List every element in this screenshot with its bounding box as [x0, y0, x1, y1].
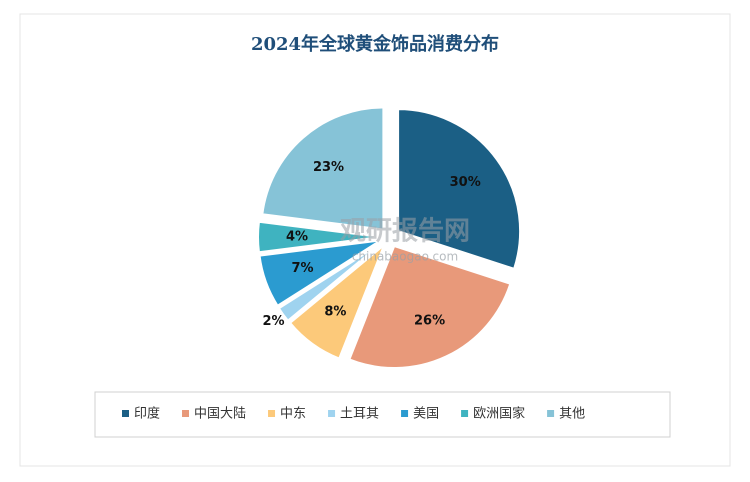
data-label: 30% [450, 175, 481, 190]
data-label: 26% [414, 314, 445, 329]
legend: 印度 中国大陆 中东 土耳其 美国 欧洲国家 其他 [122, 406, 585, 422]
legend-label: 欧洲国家 [473, 406, 525, 422]
legend-swatch [461, 410, 469, 417]
pie-slice [261, 106, 385, 231]
pie-slice [348, 244, 512, 370]
legend-label: 土耳其 [340, 407, 379, 422]
chart-title: 2024年全球黄金饰品消费分布 [251, 33, 499, 55]
pie-slice [288, 244, 386, 360]
legend-box [94, 391, 671, 438]
pie: 30% 26% 8% 2% 7% 4% 23% [257, 106, 522, 370]
data-label: 2% [262, 314, 284, 329]
pie-slice [277, 242, 383, 323]
legend-label: 其他 [559, 407, 585, 422]
legend-label: 印度 [134, 406, 160, 422]
pie-slice [397, 108, 522, 271]
legend-swatch [182, 410, 190, 417]
data-label: 8% [324, 305, 346, 320]
legend-swatch [328, 410, 336, 417]
legend-swatch [547, 410, 555, 417]
pie-slice [258, 239, 382, 308]
legend-swatch [401, 410, 409, 417]
legend-label: 美国 [413, 407, 439, 422]
legend-swatch [268, 410, 276, 417]
watermark: 观研报告网 [340, 216, 470, 247]
watermark-url: chinabaogao.com [352, 250, 458, 264]
data-label: 4% [286, 230, 308, 245]
data-label: 23% [313, 160, 344, 175]
legend-label: 中东 [280, 407, 306, 422]
data-label: 7% [291, 261, 313, 276]
legend-swatch [122, 410, 129, 417]
pie-slice [257, 220, 381, 254]
legend-label: 中国大陆 [194, 406, 246, 422]
card [19, 13, 731, 467]
